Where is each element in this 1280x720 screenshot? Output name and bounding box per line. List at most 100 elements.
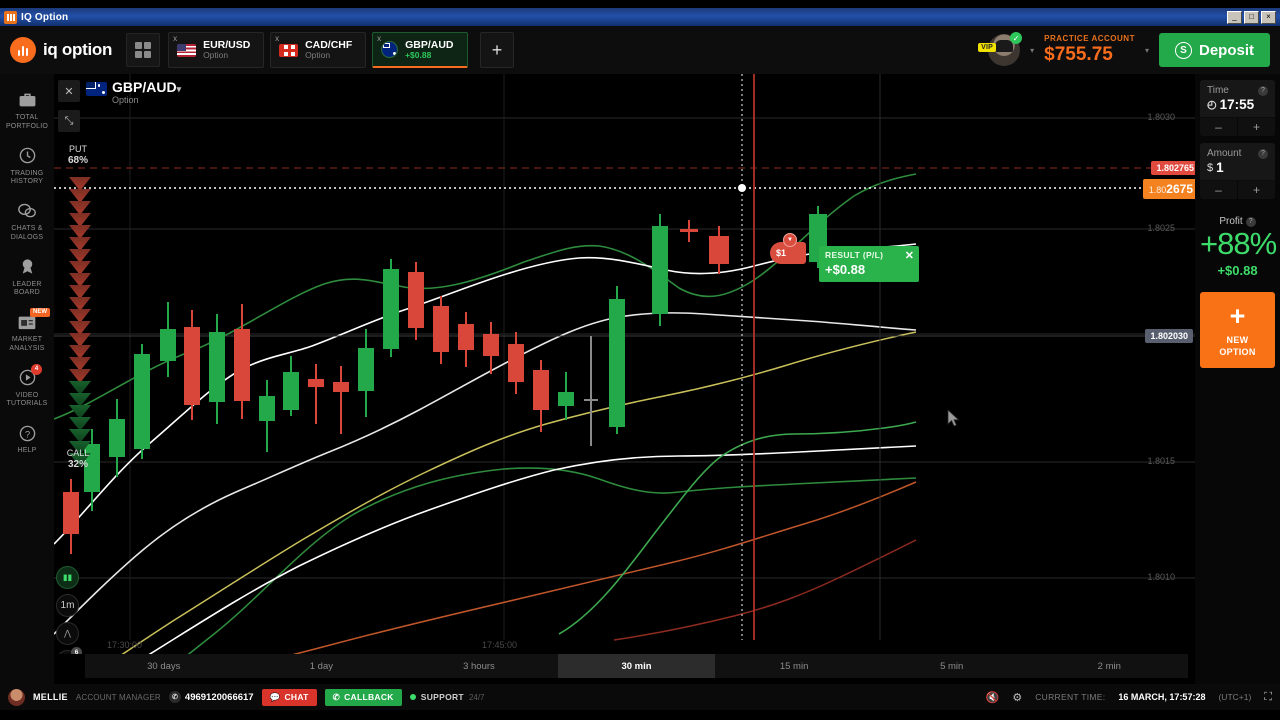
maximize-button[interactable]: □ <box>1244 10 1259 24</box>
sidebar-item-trading-history[interactable]: TRADING HISTORY <box>0 138 54 194</box>
avatar[interactable]: VIP ✓ <box>978 32 1023 66</box>
iq-option-logo[interactable]: iq option <box>10 37 112 63</box>
timeframe-2-min[interactable]: 2 min <box>1097 660 1121 672</box>
minimize-button[interactable]: _ <box>1227 10 1242 24</box>
newspaper-icon <box>2 311 52 333</box>
amount-increase-button[interactable]: + <box>1238 181 1275 199</box>
medal-icon <box>2 256 52 278</box>
amount-decrease-button[interactable]: – <box>1200 181 1238 199</box>
timeframe-1-day[interactable]: 1 day <box>309 660 333 672</box>
add-asset-button[interactable]: + <box>480 32 515 68</box>
timeframe-3-hours[interactable]: 3 hours <box>463 660 495 672</box>
current-time-label: CURRENT TIME: <box>1035 692 1106 702</box>
new-option-button[interactable]: + NEW OPTION <box>1200 292 1275 368</box>
result-close-icon[interactable]: ✕ <box>904 250 914 262</box>
mute-icon[interactable]: 🔇 <box>985 691 1000 704</box>
tab-close-icon[interactable]: x <box>377 34 382 43</box>
amount-help-icon[interactable]: ? <box>1258 148 1268 159</box>
account-type-label: PRACTICE ACCOUNT <box>1044 34 1135 44</box>
chat-bubble-icon: 💬 <box>269 691 281 702</box>
chat-button[interactable]: 💬 CHAT <box>261 688 317 706</box>
amount-label: Amount <box>1207 148 1242 159</box>
count-badge: 4 <box>31 363 42 375</box>
current-price-tag: 1.802675 <box>1142 179 1195 199</box>
time-decrease-button[interactable]: – <box>1200 118 1238 136</box>
chart-header: ✕ ⤡ GBP/AUD▾ Option <box>54 74 1195 132</box>
timeframe-30-days[interactable]: 30 days <box>147 660 181 672</box>
svg-text:?: ? <box>24 429 29 440</box>
profit-label-row: Profit ? <box>1200 216 1275 227</box>
window-title: IQ Option <box>21 11 69 23</box>
time-increase-button[interactable]: + <box>1238 118 1275 136</box>
sidebar-label: LEADER BOARD <box>12 280 42 297</box>
sidebar-label: TOTAL PORTFOLIO <box>5 114 49 130</box>
timeframe-30-min[interactable]: 30 min <box>557 654 716 678</box>
sidebar-item-total-portfolio[interactable]: TOTAL PORTFOLIO <box>0 82 54 138</box>
us-flag-icon <box>177 43 197 57</box>
sidebar-item-chats-dialogs[interactable]: CHATS & DIALOGS <box>0 193 54 249</box>
open-trade-marker[interactable]: ▼ $1 <box>770 233 806 264</box>
fullscreen-icon[interactable]: ⛶ <box>1264 690 1272 703</box>
price-value: 2675 <box>1166 182 1193 196</box>
profit-help-icon[interactable]: ? <box>1245 216 1256 227</box>
currency-symbol: $ <box>1207 161 1214 174</box>
left-sidebar: TOTAL PORTFOLIO TRADING HISTORY CHATS & … <box>0 74 54 684</box>
asset-tab-gbpaud[interactable]: x GBP/AUD +$0.88 <box>372 32 469 68</box>
sidebar-item-leader-board[interactable]: LEADER BOARD <box>0 249 54 305</box>
manager-avatar <box>8 688 25 706</box>
collapse-chart-icon[interactable]: ⤡ <box>58 110 80 132</box>
asset-tab-cadchf[interactable]: x CAD/CHF Option <box>270 32 367 68</box>
put-value: 68% <box>67 154 88 166</box>
tab-label: GBP/AUD <box>405 38 454 51</box>
close-chart-icon[interactable]: ✕ <box>58 80 80 102</box>
timeframe-1m-button[interactable]: 1m <box>56 594 79 617</box>
sidebar-item-market-analysis[interactable]: NEW MARKET ANALYSIS <box>0 304 54 360</box>
result-title: RESULT (P/L) <box>825 250 884 260</box>
tab-close-icon[interactable]: x <box>173 34 178 43</box>
deposit-label: Deposit <box>1198 41 1254 59</box>
new-option-label: NEW OPTION <box>1219 335 1256 357</box>
balance-chevron-down-icon[interactable]: ▾ <box>1144 45 1149 55</box>
mouse-cursor <box>947 409 960 427</box>
close-button[interactable]: × <box>1261 10 1276 24</box>
y-axis-label: 1.8015 <box>1147 456 1175 466</box>
online-status-dot <box>409 694 416 700</box>
asset-grid-button[interactable] <box>126 33 161 67</box>
candles-toggle-icon[interactable]: ▮▮ <box>56 566 79 589</box>
time-help-icon[interactable]: ? <box>1258 85 1268 96</box>
window-controls: _ □ × <box>1227 10 1278 24</box>
gear-icon[interactable]: ⚙ <box>1012 691 1023 704</box>
strike-price-tag: 1.802765 <box>1151 161 1195 175</box>
manager-phone[interactable]: ✆ 4969120066617 <box>168 691 254 703</box>
deposit-button[interactable]: S Deposit <box>1158 33 1270 67</box>
y-axis-label: 1.8030 <box>1147 112 1175 122</box>
tab-close-icon[interactable]: x <box>275 34 280 43</box>
timeframe-15-min[interactable]: 15 min <box>779 660 809 672</box>
support-hours: 24/7 <box>468 692 485 702</box>
avatar-chevron-down-icon[interactable]: ▾ <box>1030 45 1035 55</box>
tab-profit: +$0.88 <box>405 49 432 60</box>
callback-button[interactable]: ✆ CALLBACK <box>324 688 402 706</box>
timeframe-5-min[interactable]: 5 min <box>940 660 964 672</box>
drawing-tools-icon[interactable]: ⋀ <box>56 622 79 645</box>
cursor-price-tag: 1.802030 <box>1145 329 1193 343</box>
status-bar: MELLIE ACCOUNT MANAGER ✆ 4969120066617 💬… <box>0 684 1280 710</box>
asset-title[interactable]: GBP/AUD▾ <box>112 79 182 95</box>
call-sentiment: CALL 32% <box>58 448 98 471</box>
trade-result-popup[interactable]: RESULT (P/L) +$0.88 ✕ <box>819 246 919 282</box>
time-value-row[interactable]: ◴ 17:55 <box>1200 97 1275 117</box>
account-section: VIP ✓ ▾ PRACTICE ACCOUNT $755.75 ▾ S Dep… <box>978 32 1270 67</box>
amount-value-row[interactable]: $ 1 <box>1200 160 1275 180</box>
asset-subtitle: Option <box>112 95 139 105</box>
sidebar-item-help[interactable]: ? HELP <box>0 415 54 462</box>
asset-tab-eurusd[interactable]: x EUR/USD Option <box>168 32 265 68</box>
support-status[interactable]: SUPPORT 24/7 <box>409 692 485 702</box>
price-prefix: 1.80 <box>1148 185 1167 195</box>
chart-area[interactable]: ✕ ⤡ GBP/AUD▾ Option PUT 68% <box>54 74 1195 654</box>
play-circle-icon <box>2 367 52 389</box>
sidebar-item-video-tutorials[interactable]: 4 VIDEO TUTORIALS <box>0 360 54 416</box>
dollar-circle-icon: S <box>1174 41 1192 59</box>
profit-percent: +88% <box>1200 226 1277 261</box>
timezone-label: (UTC+1) <box>1218 692 1252 702</box>
callback-label: CALLBACK <box>344 692 394 702</box>
